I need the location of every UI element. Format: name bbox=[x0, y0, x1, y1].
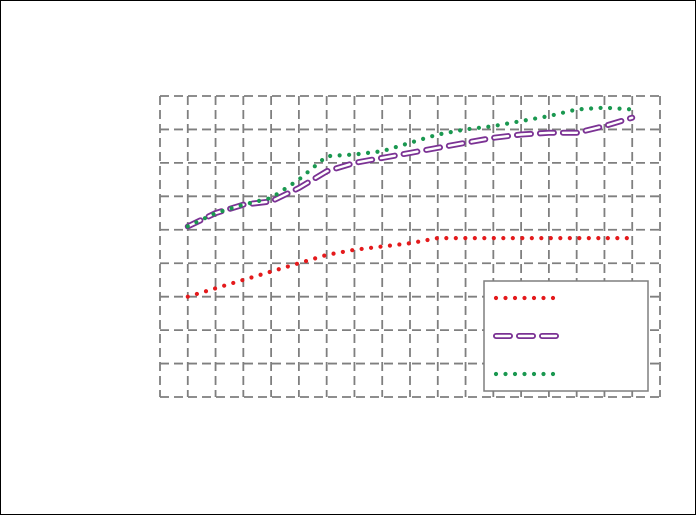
series-line-1 bbox=[185, 236, 635, 299]
chart-grid bbox=[159, 95, 661, 398]
chart-series bbox=[184, 105, 636, 299]
chart-legend bbox=[483, 280, 649, 392]
series-line-2-core bbox=[186, 116, 634, 228]
